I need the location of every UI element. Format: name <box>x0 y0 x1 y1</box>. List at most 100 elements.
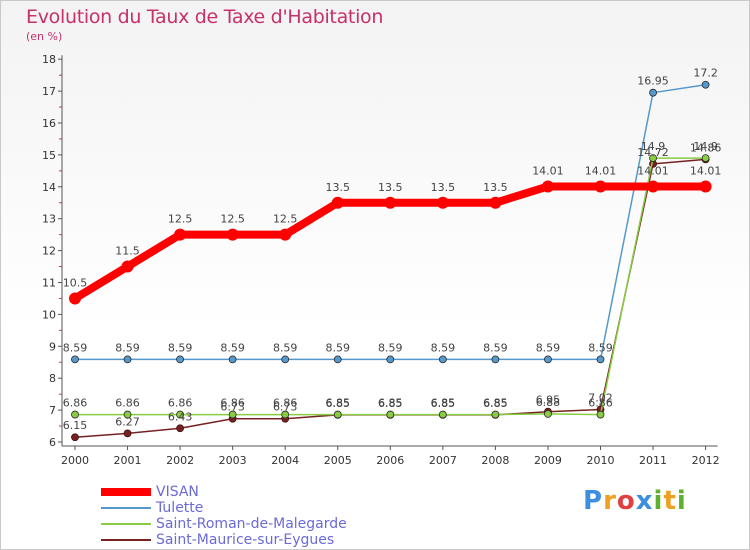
x-tick-label: 2012 <box>692 454 720 467</box>
data-label-1: 8.59 <box>63 341 88 354</box>
data-point-2 <box>228 410 237 419</box>
chart-title: Evolution du Taux de Taxe d'Habitation <box>26 6 384 28</box>
legend-label-saint-roman: Saint-Roman-de-Malegarde <box>156 516 347 532</box>
data-label-2: 6.85 <box>378 397 403 410</box>
data-point-0 <box>384 196 397 209</box>
series-line-2 <box>74 157 707 416</box>
x-tick-label: 2009 <box>534 454 562 467</box>
x-tick-label: 2005 <box>324 454 352 467</box>
data-point-2 <box>176 410 185 419</box>
data-point-2 <box>491 410 500 419</box>
logo-letter: t <box>663 486 677 516</box>
data-point-1 <box>544 355 552 364</box>
data-label-3: 14.72 <box>637 146 669 159</box>
legend-item-visan[interactable]: VISAN <box>101 484 401 500</box>
data-label-3: 6.73 <box>220 401 245 414</box>
data-label-2: 14.9 <box>641 140 666 153</box>
legend-label-visan: VISAN <box>156 484 199 500</box>
legend-swatch-saint-maurice <box>101 539 151 541</box>
data-label-1: 8.59 <box>326 341 351 354</box>
y-tick-label: 9 <box>49 340 56 353</box>
data-label-1: 8.59 <box>273 341 298 354</box>
data-point-1 <box>123 355 132 364</box>
legend-item-saint-maurice[interactable]: Saint-Maurice-sur-Eygues <box>101 532 401 548</box>
legend-swatch-tulette <box>101 507 151 509</box>
data-point-2 <box>701 154 710 162</box>
logo-letter: i <box>653 486 664 516</box>
x-tick-label: 2000 <box>61 454 89 467</box>
logo-letter: P <box>583 486 604 516</box>
y-tick-label: 16 <box>42 117 56 130</box>
x-tick-label: 2004 <box>271 454 299 467</box>
data-label-0: 13.5 <box>431 181 456 194</box>
y-tick-label: 18 <box>42 53 56 66</box>
x-tick-label: 2011 <box>639 454 667 467</box>
data-point-0 <box>489 196 502 209</box>
legend-label-saint-maurice: Saint-Maurice-sur-Eygues <box>156 532 335 548</box>
data-label-2: 6.86 <box>63 397 88 410</box>
data-label-0: 14.01 <box>585 164 617 177</box>
data-point-0 <box>594 180 607 193</box>
data-point-1 <box>281 355 290 364</box>
data-label-2: 14.9 <box>693 140 718 153</box>
data-label-3: 6.27 <box>115 415 140 428</box>
x-tick-label: 2007 <box>429 454 457 467</box>
y-tick-label: 7 <box>49 404 56 417</box>
data-point-0 <box>699 180 712 193</box>
data-point-1 <box>649 88 657 97</box>
data-point-3 <box>176 424 185 433</box>
logo-letter: x <box>635 486 654 516</box>
data-label-1: 8.59 <box>431 341 456 354</box>
data-point-0 <box>121 260 134 273</box>
data-label-0: 13.5 <box>326 181 351 194</box>
chart-subtitle: (en %) <box>26 30 63 43</box>
data-label-1: 8.59 <box>588 341 613 354</box>
data-label-1: 8.59 <box>378 341 403 354</box>
data-label-0: 13.5 <box>483 181 508 194</box>
x-tick-label: 2001 <box>114 454 142 467</box>
data-point-2 <box>386 410 395 419</box>
legend-swatch-visan <box>101 488 151 496</box>
data-label-3: 6.85 <box>378 397 403 410</box>
legend-item-saint-roman[interactable]: Saint-Roman-de-Malegarde <box>101 516 401 532</box>
data-point-1 <box>228 355 237 364</box>
data-point-0 <box>331 196 344 209</box>
data-point-1 <box>333 355 342 364</box>
y-tick-label: 11 <box>42 277 56 290</box>
logo-letter: i <box>676 486 687 516</box>
data-label-2: 6.86 <box>115 397 140 410</box>
x-tick-label: 2003 <box>219 454 247 467</box>
data-label-1: 17.2 <box>693 67 718 80</box>
y-tick-label: 15 <box>42 149 56 162</box>
data-point-1 <box>176 355 185 364</box>
data-label-1: 8.59 <box>536 341 561 354</box>
x-tick-label: 2008 <box>481 454 509 467</box>
data-point-0 <box>226 228 239 241</box>
legend-label-tulette: Tulette <box>156 500 204 516</box>
x-tick-label: 2010 <box>587 454 615 467</box>
y-tick-label: 10 <box>42 308 56 321</box>
data-label-2: 6.86 <box>273 397 298 410</box>
data-label-1: 8.59 <box>168 341 193 354</box>
data-point-1 <box>71 355 79 364</box>
data-label-2: 6.88 <box>536 396 561 409</box>
data-label-0: 10.5 <box>63 276 88 289</box>
data-point-0 <box>174 228 187 241</box>
data-label-1: 8.59 <box>220 341 245 354</box>
data-point-0 <box>436 196 449 209</box>
data-label-2: 6.86 <box>588 397 613 410</box>
data-label-1: 8.59 <box>115 341 140 354</box>
data-point-0 <box>647 180 660 193</box>
data-label-3: 6.85 <box>326 397 351 410</box>
x-tick-label: 2002 <box>166 454 194 467</box>
data-label-1: 8.59 <box>483 341 508 354</box>
legend-swatch-saint-roman <box>101 523 151 525</box>
data-label-2: 6.86 <box>168 397 193 410</box>
data-label-2: 6.85 <box>483 397 508 410</box>
data-point-2 <box>596 410 605 419</box>
logo-letter: o <box>616 486 636 516</box>
data-label-3: 6.73 <box>273 401 298 414</box>
legend-item-tulette[interactable]: Tulette <box>101 500 401 516</box>
